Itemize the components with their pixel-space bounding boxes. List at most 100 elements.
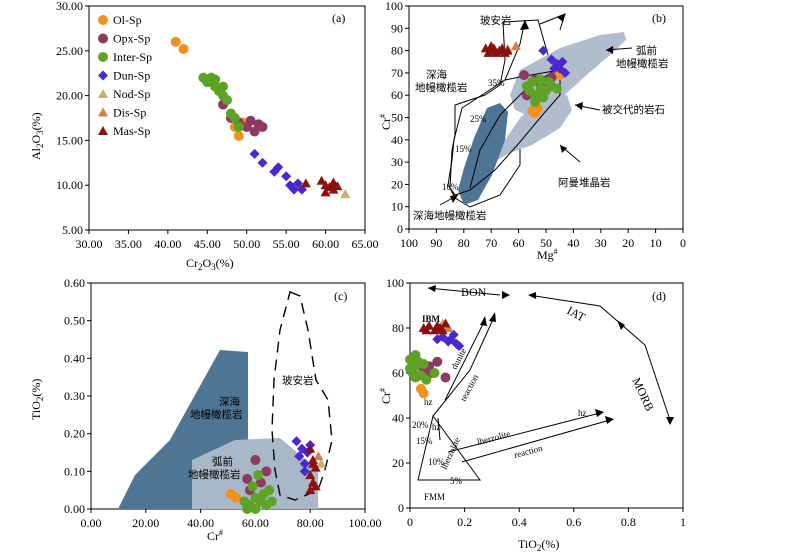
x-tick-label: 65.00 [352, 237, 379, 251]
d-ibm-label: IBM [422, 314, 441, 324]
y-tick-label: 0.00 [64, 502, 85, 516]
b-abyssal-bottom-label: 深海地幔橄榄岩 [413, 209, 487, 222]
x-tick-label: 80.00 [297, 516, 324, 530]
data-point-inter [247, 481, 258, 492]
data-point-inter [538, 92, 549, 103]
data-point-inter [222, 95, 232, 106]
legend-marker-ol [98, 15, 108, 25]
panel-a-tag: (a) [332, 11, 345, 25]
x-tick-label: 20.00 [132, 516, 159, 530]
data-point-mas [305, 470, 316, 480]
b-arc-label: 弧前 [636, 44, 657, 57]
data-point-dun [432, 334, 443, 345]
b-replaced-label: 被交代的岩石 [602, 103, 665, 116]
data-point-mas [307, 458, 318, 468]
x-tick-label: 50 [540, 236, 552, 250]
legend-label-nod: Nod-Sp [113, 87, 150, 101]
data-point-inter [229, 113, 240, 123]
y-tick-label: 0.20 [64, 427, 85, 441]
y-tick-label: 20 [391, 177, 403, 191]
data-point-mas [305, 485, 316, 495]
data-point-mas [316, 175, 327, 185]
data-point-nod [340, 189, 351, 199]
legend-marker-inter [98, 52, 108, 62]
data-point-mas [421, 325, 432, 335]
data-point-inter [429, 368, 440, 378]
panel-d-ylabel: Cr# [378, 388, 393, 404]
d-p15: 15% [416, 436, 433, 446]
y-tick-label: 10 [391, 200, 403, 214]
x-tick-label: 1 [680, 515, 686, 529]
x-tick-label: 0.4 [512, 515, 527, 529]
data-point-mas [320, 187, 331, 197]
x-tick-label: 20 [622, 236, 634, 250]
b-abyssal-label: 深海 [426, 68, 447, 81]
data-point-mas [305, 443, 316, 453]
data-point-inter [543, 76, 554, 87]
c-arc-label: 弧前 [212, 455, 233, 468]
y-tick-label: 60 [391, 88, 403, 102]
x-tick-label: 0.8 [621, 515, 636, 529]
data-point-opx [257, 121, 268, 132]
data-point-dun [549, 63, 560, 74]
y-tick-label: 80 [391, 44, 403, 58]
d-hz-label: hz [578, 408, 587, 418]
d-hz3-label: hz [432, 422, 441, 432]
x-tick-label: 0 [407, 515, 413, 529]
data-point-inter [242, 504, 253, 514]
panel-a-points [170, 36, 351, 199]
y-tick-label: 0.10 [64, 464, 85, 478]
panel-c-xlabel: Cr# [207, 528, 223, 543]
y-tick-label: 15.00 [56, 133, 83, 147]
legend-marker-opx [98, 33, 108, 44]
data-point-mas [440, 318, 451, 328]
c-boninite-outline [271, 291, 333, 501]
legend-marker-dis [98, 107, 108, 117]
panel-a-frame [88, 5, 366, 231]
data-point-inter [266, 496, 277, 507]
x-tick-label: 60 [513, 236, 525, 250]
panel-c-ylabel: TiO2(%) [29, 379, 45, 420]
legend-marker-dun [98, 70, 108, 81]
d-hz2-label: hz [424, 397, 433, 407]
y-tick-label: 70 [391, 66, 403, 80]
d-reaction2-label: reaction [513, 443, 544, 460]
panel-c-points [225, 436, 327, 514]
y-tick-label: 100 [386, 276, 404, 290]
b-abyssal-label2: 地幔橄榄岩 [415, 81, 468, 94]
x-tick-label: 40 [567, 236, 579, 250]
data-point-ol [418, 388, 429, 399]
data-point-opx [261, 466, 272, 477]
b-arc-label2: 地幔橄榄岩 [616, 57, 669, 70]
x-tick-label: 35.00 [115, 237, 142, 251]
data-point-dis [313, 451, 324, 461]
panel-d-frame [409, 282, 684, 509]
legend-marker-mas [98, 126, 108, 135]
d-lherzolite-label: lherzolite [476, 428, 511, 446]
data-point-dun [294, 451, 305, 462]
data-point-mas [486, 41, 497, 51]
data-point-opx [245, 115, 256, 126]
data-point-inter [233, 121, 244, 132]
d-fmm-label: FMM [424, 492, 445, 502]
data-point-inter [264, 485, 275, 496]
b-p25: 25% [470, 114, 487, 124]
data-point-inter [551, 83, 562, 94]
data-point-inter [405, 354, 415, 365]
data-point-inter [418, 359, 429, 369]
x-tick-label: 0.6 [566, 515, 581, 529]
x-tick-label: 30.00 [76, 237, 103, 251]
data-point-inter [405, 363, 415, 374]
data-point-inter [530, 96, 541, 107]
c-abyssal-label: 深海 [219, 395, 240, 408]
x-tick-label: 40.00 [154, 237, 181, 251]
panel-d-points [405, 318, 465, 399]
data-point-mas [328, 177, 339, 187]
x-tick-label: 80 [458, 236, 470, 250]
y-tick-label: 90 [391, 21, 403, 35]
data-point-inter [253, 470, 264, 481]
x-tick-label: 45.00 [194, 237, 221, 251]
data-point-dun [292, 178, 303, 189]
d-p5: 5% [450, 476, 463, 486]
